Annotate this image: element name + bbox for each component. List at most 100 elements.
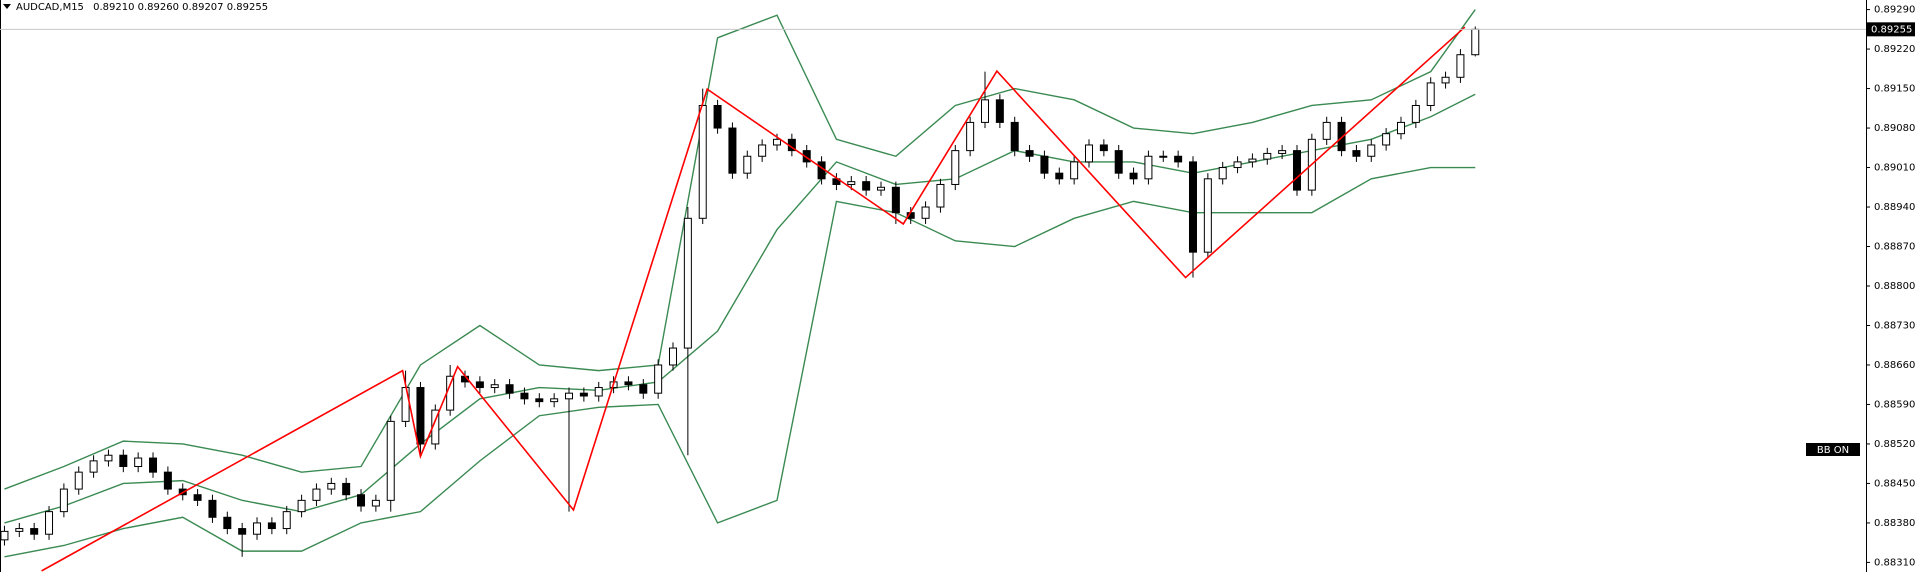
candle-body	[1248, 158, 1257, 163]
candle-body	[312, 488, 321, 501]
candle-body	[1084, 144, 1093, 163]
y-tick-label: 0.89010	[1874, 163, 1915, 174]
candle-body	[1025, 150, 1034, 157]
plot-area	[0, 9, 1480, 572]
indicator-box[interactable]	[1806, 443, 1860, 456]
quote-label: 0.89210 0.89260 0.89207 0.89255	[93, 2, 268, 13]
candle-body	[1218, 167, 1227, 180]
menu-triangle[interactable]	[3, 4, 11, 9]
candle-body	[45, 511, 54, 535]
candle-body	[921, 206, 930, 219]
indicator-label[interactable]: BB ON	[1817, 445, 1849, 456]
candle-body	[416, 387, 425, 445]
candle-body	[1382, 133, 1391, 146]
y-tick-label: 0.88940	[1874, 202, 1915, 213]
y-tick-label: 0.88380	[1874, 518, 1915, 529]
candle-body	[1322, 121, 1331, 140]
y-tick-label: 0.88450	[1874, 478, 1915, 489]
candle-body	[475, 381, 484, 389]
candle-body	[1263, 152, 1272, 160]
candle-body	[1114, 150, 1123, 174]
y-tick-label: 0.88520	[1874, 439, 1915, 450]
candle-body	[401, 387, 410, 422]
candle-body	[669, 347, 678, 366]
candle-body	[535, 398, 544, 403]
candle-body	[1352, 150, 1361, 157]
last-price-label: 0.89255	[1871, 24, 1912, 35]
candle-body	[995, 99, 1004, 123]
candle-body	[1292, 150, 1301, 191]
candle-body	[1456, 54, 1465, 78]
candle-body	[624, 381, 633, 386]
candle-body	[565, 392, 574, 400]
candle-body	[357, 494, 366, 507]
candle-body	[1070, 161, 1079, 180]
candle-body	[297, 499, 306, 513]
candle-body	[104, 454, 113, 462]
candle-body	[1174, 155, 1183, 163]
candle-body	[594, 387, 603, 397]
candle-body	[980, 99, 989, 123]
candle-body	[446, 375, 455, 411]
candle-body	[327, 482, 336, 490]
candle-body	[1159, 155, 1168, 158]
candle-body	[193, 494, 202, 501]
candle-body	[728, 127, 737, 174]
candle-body	[520, 392, 529, 400]
bollinger-middle	[4, 93, 1476, 524]
candle-body	[223, 516, 232, 530]
candle-body	[253, 522, 262, 535]
candle-body	[951, 150, 960, 185]
bollinger-lower	[4, 166, 1476, 558]
candle-body	[758, 144, 767, 157]
candle-body	[1471, 28, 1480, 56]
candle-body	[371, 499, 380, 507]
y-tick-label: 0.89150	[1874, 84, 1915, 95]
candle-body	[134, 457, 143, 468]
candle-body	[149, 457, 158, 473]
candle-body	[891, 186, 900, 214]
candle-body	[966, 121, 975, 152]
candle-body	[74, 471, 83, 490]
candle-body	[639, 384, 648, 394]
candle-body	[802, 150, 811, 163]
candle-body	[490, 384, 499, 389]
y-tick-label: 0.89290	[1874, 5, 1915, 16]
candle-body	[89, 460, 98, 473]
candle-body	[862, 181, 871, 191]
candle-body	[579, 392, 588, 397]
candle-body	[505, 384, 514, 394]
y-tick-label: 0.88870	[1874, 242, 1915, 253]
candle-body	[1411, 104, 1420, 123]
candle-body	[1099, 144, 1108, 152]
y-tick-label: 0.88730	[1874, 320, 1915, 331]
candle-body	[683, 217, 692, 349]
candle-body	[1203, 178, 1212, 253]
candle-body	[1055, 172, 1064, 180]
candle-body	[847, 181, 856, 185]
candle-body	[1396, 121, 1405, 135]
candle-body	[208, 499, 217, 518]
bollinger-upper	[4, 9, 1476, 490]
candle-body	[698, 104, 707, 219]
last-price-box	[1867, 22, 1915, 37]
y-tick-label: 0.89080	[1874, 123, 1915, 134]
y-tick-label: 0.88310	[1874, 557, 1915, 568]
candle-body	[1129, 172, 1138, 180]
y-tick-label: 0.88800	[1874, 281, 1915, 292]
candle-body	[654, 364, 663, 394]
candle-body	[1337, 121, 1346, 152]
candle-body	[1010, 121, 1019, 152]
candle-body	[282, 511, 291, 530]
candle-body	[1233, 161, 1242, 169]
candle-body	[267, 522, 276, 530]
candle-body	[386, 420, 395, 501]
y-tick-label: 0.88660	[1874, 360, 1915, 371]
candle-body	[1441, 76, 1450, 84]
candle-body	[936, 183, 945, 208]
symbol-label: AUDCAD,M15	[16, 2, 84, 13]
candle-body	[743, 155, 752, 174]
candle-body	[773, 138, 782, 146]
